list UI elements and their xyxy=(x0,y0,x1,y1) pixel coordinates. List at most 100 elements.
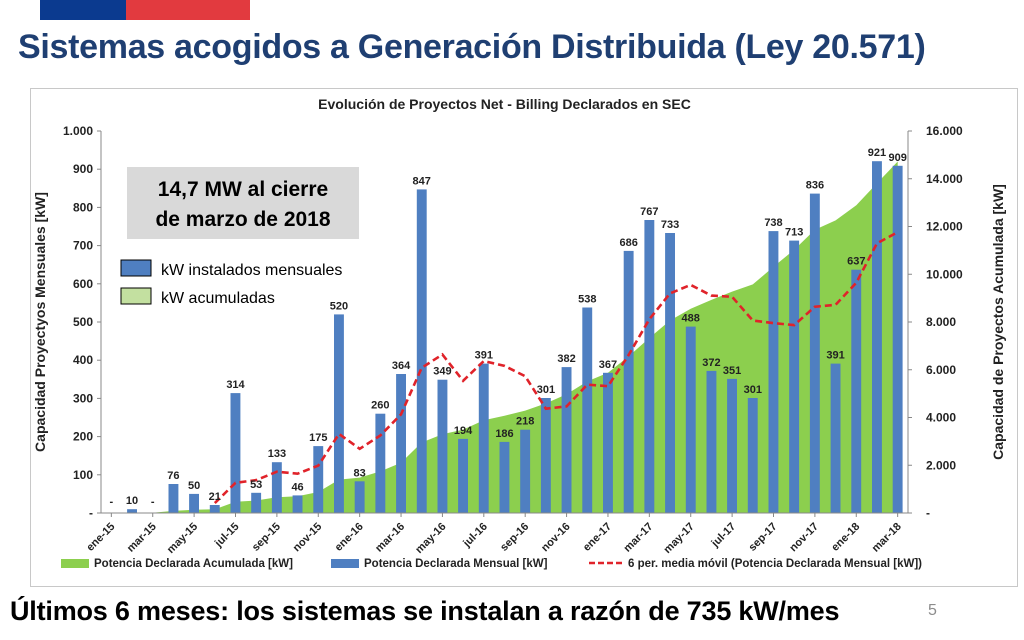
bar-label-20: 218 xyxy=(516,416,534,428)
bar-monthly-9 xyxy=(292,495,303,513)
x-tick-label-1: mar-15 xyxy=(125,521,159,555)
bar-monthly-38 xyxy=(892,165,903,514)
bar-label-28: 488 xyxy=(682,313,700,325)
bar-label-24: 367 xyxy=(599,359,617,371)
bar-monthly-35 xyxy=(830,363,841,513)
chart-title: Evolución de Proyectos Net - Billing Dec… xyxy=(318,96,691,112)
x-tick-label-15: jul-17 xyxy=(709,521,739,551)
inner-legend-swatch-bar xyxy=(120,259,152,277)
bar-monthly-23 xyxy=(582,307,593,513)
bar-monthly-28 xyxy=(685,326,696,513)
bar-label-21: 301 xyxy=(537,384,555,396)
annotation-box xyxy=(127,167,359,239)
bar-label-34: 836 xyxy=(806,180,824,192)
bar-label-11: 520 xyxy=(330,300,348,312)
bar-label-35: 391 xyxy=(826,350,844,362)
x-tick-label-4: sep-15 xyxy=(250,521,283,554)
inner-legend-swatch-area xyxy=(120,287,152,305)
x-tick-label-17: nov-17 xyxy=(787,521,821,555)
bar-monthly-24 xyxy=(603,372,613,513)
bar-monthly-10 xyxy=(313,446,324,513)
x-tick-label-3: jul-15 xyxy=(212,521,242,551)
right-tick-label-3: 6.000 xyxy=(926,363,956,377)
bar-label-29: 372 xyxy=(702,357,720,369)
bar-label-16: 349 xyxy=(433,366,451,378)
bar-label-9: 46 xyxy=(291,481,303,493)
bar-monthly-26 xyxy=(644,220,655,513)
bar-label-8: 133 xyxy=(268,448,286,460)
bar-monthly-36 xyxy=(851,269,862,513)
x-tick-label-0: ene-15 xyxy=(84,521,117,554)
left-tick-label-1: 100 xyxy=(73,468,93,482)
bar-label-5: 21 xyxy=(209,491,221,503)
bar-label-31: 301 xyxy=(744,384,762,396)
x-tick-label-14: may-17 xyxy=(662,521,697,556)
bar-label-3: 76 xyxy=(167,470,179,482)
legend-label-area: Potencia Declarada Acumulada [kW] xyxy=(94,558,293,570)
bar-label-13: 260 xyxy=(371,400,389,412)
moving-average-line xyxy=(213,231,899,505)
left-axis-title: Capacidad Proyectyos Mensuales [kW] xyxy=(32,192,48,452)
bar-monthly-34 xyxy=(809,193,820,513)
right-tick-label-2: 4.000 xyxy=(926,411,956,425)
bar-monthly-19 xyxy=(499,441,510,513)
bar-monthly-18 xyxy=(478,363,489,513)
bar-label-36: 637 xyxy=(847,256,865,268)
bar-label-1: 10 xyxy=(126,495,138,507)
x-tick-label-10: sep-16 xyxy=(498,521,531,554)
left-tick-label-8: 800 xyxy=(73,200,93,214)
chart-frame: Evolución de Proyectos Net - Billing Dec… xyxy=(30,88,1018,587)
bar-monthly-32 xyxy=(768,231,779,513)
x-tick-label-18: ene-18 xyxy=(829,521,862,554)
bar-label-10: 175 xyxy=(309,432,327,444)
left-tick-label-5: 500 xyxy=(73,315,93,329)
x-tick-label-2: may-15 xyxy=(165,521,200,556)
bar-monthly-4 xyxy=(189,493,199,513)
annotation-line-1: 14,7 MW al cierre xyxy=(158,178,328,201)
bar-label-6: 314 xyxy=(226,379,245,391)
x-tick-label-13: mar-17 xyxy=(621,521,655,555)
bar-label-32: 738 xyxy=(764,217,782,229)
bar-monthly-6 xyxy=(230,393,241,513)
bar-label-12: 83 xyxy=(354,467,366,479)
bar-label-23: 538 xyxy=(578,293,596,305)
bar-monthly-1 xyxy=(127,509,137,513)
bar-monthly-3 xyxy=(168,484,179,513)
left-tick-label-0: - xyxy=(89,506,93,520)
bar-label-38: 909 xyxy=(888,152,906,164)
bar-monthly-20 xyxy=(520,429,531,513)
x-tick-label-9: jul-16 xyxy=(460,521,490,551)
flag-blue-stripe xyxy=(40,0,126,20)
left-tick-label-9: 900 xyxy=(73,162,93,176)
x-tick-label-11: nov-16 xyxy=(539,521,573,555)
bar-label-33: 713 xyxy=(785,227,803,239)
bar-label-37: 921 xyxy=(868,147,886,159)
bar-monthly-12 xyxy=(354,481,365,513)
legend-swatch-bar xyxy=(331,559,359,568)
x-tick-label-12: ene-17 xyxy=(581,521,614,554)
legend-label-moving-average: 6 per. media móvil (Potencia Declarada M… xyxy=(628,558,922,570)
bar-label-22: 382 xyxy=(557,353,575,365)
bar-label-18: 391 xyxy=(475,350,493,362)
right-tick-label-8: 16.000 xyxy=(926,124,963,138)
inner-legend-label-bar: kW instalados mensuales xyxy=(161,262,342,279)
x-tick-label-19: mar-18 xyxy=(870,521,904,555)
bar-monthly-14 xyxy=(396,374,406,513)
left-tick-label-6: 600 xyxy=(73,277,93,291)
right-tick-label-0: - xyxy=(926,506,930,520)
inner-legend-label-area: kW acumuladas xyxy=(161,290,275,307)
bar-monthly-27 xyxy=(665,233,675,513)
x-tick-label-8: may-16 xyxy=(413,521,448,556)
flag-red-stripe xyxy=(126,0,250,20)
bar-label-30: 351 xyxy=(723,365,741,377)
bar-label-4: 50 xyxy=(188,480,200,492)
bar-label-15: 847 xyxy=(413,175,431,187)
bar-label-26: 767 xyxy=(640,206,658,218)
page-number: 5 xyxy=(928,602,937,619)
slide-title: Sistemas acogidos a Generación Distribui… xyxy=(18,28,926,66)
left-tick-label-7: 700 xyxy=(73,239,93,253)
bar-monthly-21 xyxy=(540,398,551,513)
right-axis-title: Capacidad de Proyectos Acumulada [kW] xyxy=(990,184,1006,460)
area-accumulated-series xyxy=(111,161,898,513)
bar-monthly-29 xyxy=(706,370,717,513)
